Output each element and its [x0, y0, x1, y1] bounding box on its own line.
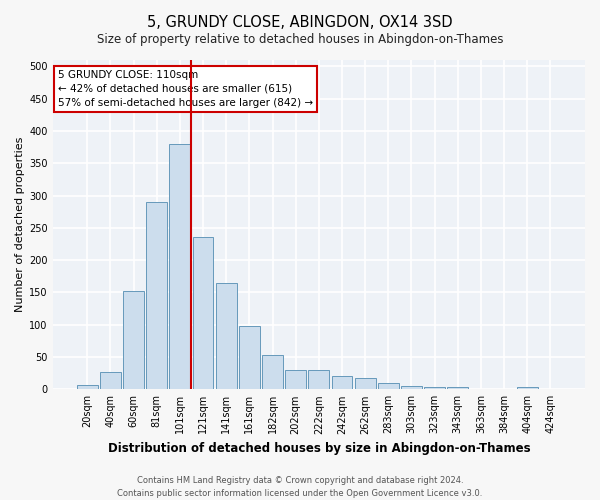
- Text: 5 GRUNDY CLOSE: 110sqm
← 42% of detached houses are smaller (615)
57% of semi-de: 5 GRUNDY CLOSE: 110sqm ← 42% of detached…: [58, 70, 313, 108]
- X-axis label: Distribution of detached houses by size in Abingdon-on-Thames: Distribution of detached houses by size …: [107, 442, 530, 455]
- Bar: [77, 386, 98, 390]
- Text: 5, GRUNDY CLOSE, ABINGDON, OX14 3SD: 5, GRUNDY CLOSE, ABINGDON, OX14 3SD: [147, 15, 453, 30]
- Text: Size of property relative to detached houses in Abingdon-on-Thames: Size of property relative to detached ho…: [97, 32, 503, 46]
- Bar: [355, 378, 376, 390]
- Text: Contains HM Land Registry data © Crown copyright and database right 2024.
Contai: Contains HM Land Registry data © Crown c…: [118, 476, 482, 498]
- Bar: [332, 376, 352, 390]
- Bar: [216, 283, 236, 390]
- Y-axis label: Number of detached properties: Number of detached properties: [15, 137, 25, 312]
- Bar: [193, 237, 214, 390]
- Bar: [123, 290, 144, 390]
- Bar: [285, 370, 306, 390]
- Bar: [517, 388, 538, 390]
- Bar: [401, 386, 422, 390]
- Bar: [448, 388, 468, 390]
- Bar: [146, 202, 167, 390]
- Bar: [308, 370, 329, 390]
- Bar: [100, 372, 121, 390]
- Bar: [169, 144, 190, 390]
- Bar: [378, 383, 399, 390]
- Bar: [424, 388, 445, 390]
- Bar: [262, 355, 283, 390]
- Bar: [239, 326, 260, 390]
